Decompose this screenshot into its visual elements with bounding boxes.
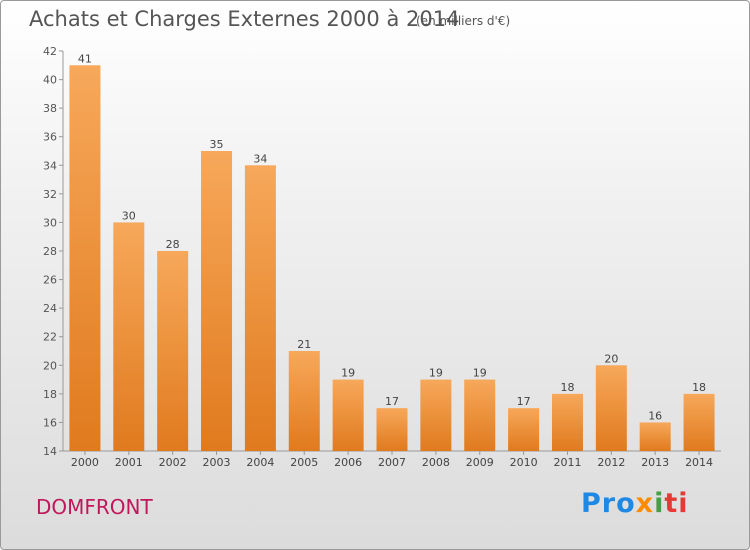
x-tick-label: 2000 [71, 456, 99, 469]
bar [288, 351, 320, 451]
y-tick-label: 32 [43, 188, 57, 201]
logo-part-1: Pro [581, 488, 636, 519]
bar-value-label: 18 [692, 381, 706, 394]
bar-value-label: 35 [210, 138, 224, 151]
x-tick-label: 2009 [466, 456, 494, 469]
x-tick-label: 2002 [159, 456, 187, 469]
bar [201, 151, 233, 451]
x-tick-label: 2010 [510, 456, 538, 469]
bar-value-label: 18 [560, 381, 574, 394]
bar [113, 222, 145, 451]
x-tick-label: 2005 [290, 456, 318, 469]
y-tick-label: 22 [43, 331, 57, 344]
y-tick-label: 26 [43, 274, 57, 287]
bar [157, 251, 189, 451]
bar [420, 379, 452, 451]
bar-value-label: 34 [253, 152, 267, 165]
bar-value-label: 28 [166, 238, 180, 251]
y-tick-label: 30 [43, 216, 57, 229]
chart-title: Achats et Charges Externes 2000 à 2014 [29, 7, 460, 31]
bar [508, 408, 540, 451]
y-tick-label: 42 [43, 45, 57, 58]
bar [332, 379, 364, 451]
x-tick-label: 2013 [641, 456, 669, 469]
bar-value-label: 16 [648, 409, 662, 422]
bar-value-label: 41 [78, 52, 92, 65]
y-tick-label: 34 [43, 159, 57, 172]
bar [244, 165, 276, 452]
y-tick-label: 38 [43, 102, 57, 115]
y-tick-label: 18 [43, 388, 57, 401]
bar [69, 65, 101, 452]
x-tick-label: 2001 [115, 456, 143, 469]
x-tick-label: 2008 [422, 456, 450, 469]
bar-value-label: 17 [517, 395, 531, 408]
logo-part-2: x [635, 488, 655, 519]
bar [683, 393, 715, 451]
x-tick-label: 2004 [246, 456, 274, 469]
y-tick-label: 20 [43, 359, 57, 372]
chart-subtitle: (en milliers d'€) [416, 14, 511, 28]
town-name: DOMFRONT [36, 495, 153, 519]
y-tick-label: 14 [43, 445, 57, 458]
bar [595, 365, 627, 451]
bar-value-label: 20 [604, 352, 618, 365]
bar [639, 422, 671, 451]
bar-value-label: 19 [341, 367, 355, 380]
x-tick-label: 2003 [203, 456, 231, 469]
y-tick-label: 24 [43, 302, 57, 315]
y-tick-label: 16 [43, 416, 57, 429]
x-tick-label: 2006 [334, 456, 362, 469]
x-tick-label: 2011 [553, 456, 581, 469]
y-tick-label: 40 [43, 74, 57, 87]
bar [376, 408, 408, 451]
proxiti-logo: Proxiti [581, 488, 689, 519]
bar-value-label: 19 [429, 367, 443, 380]
bar [464, 379, 496, 451]
x-tick-label: 2012 [597, 456, 625, 469]
y-tick-label: 36 [43, 131, 57, 144]
logo-part-3: i [654, 488, 665, 519]
logo-part-4: ti [664, 488, 689, 519]
bar-value-label: 30 [122, 209, 136, 222]
bar-value-label: 19 [473, 367, 487, 380]
y-tick-label: 28 [43, 245, 57, 258]
bar-value-label: 17 [385, 395, 399, 408]
bar-value-label: 21 [297, 338, 311, 351]
x-tick-label: 2007 [378, 456, 406, 469]
bar [551, 393, 583, 451]
x-tick-label: 2014 [685, 456, 713, 469]
